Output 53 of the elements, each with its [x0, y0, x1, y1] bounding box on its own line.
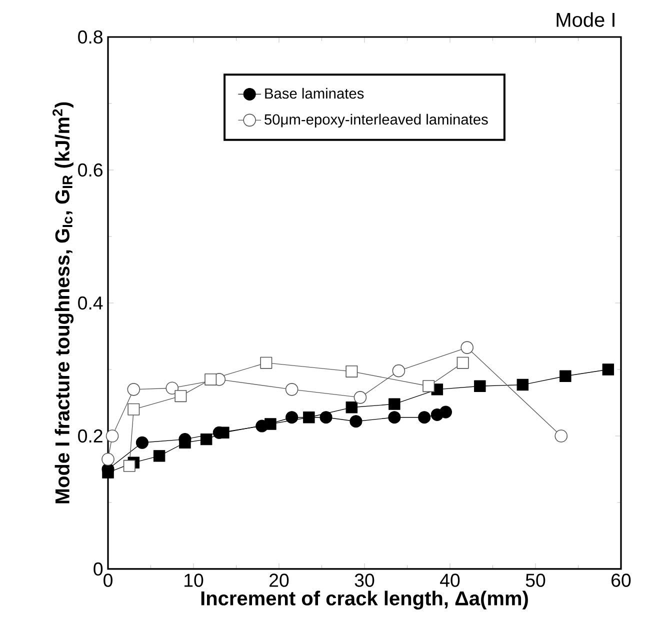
point [285, 383, 298, 396]
point [286, 411, 298, 424]
point [346, 402, 358, 414]
x-tick-label: 20 [270, 574, 289, 587]
point [179, 436, 191, 449]
point [127, 383, 140, 396]
point [128, 403, 140, 416]
x-tick-label: 40 [440, 574, 460, 587]
y-tick-label: 0.2 [78, 429, 102, 443]
point [102, 466, 114, 478]
point [516, 378, 529, 391]
point [106, 430, 119, 442]
point [474, 380, 486, 392]
y-tick-label: 0 [94, 562, 103, 576]
point [303, 411, 315, 424]
x-tick-label: 30 [354, 574, 374, 587]
point [392, 364, 406, 378]
point [422, 380, 435, 392]
point [102, 452, 114, 466]
point [218, 426, 230, 439]
x-tick-label: 50 [526, 574, 546, 587]
x-tick-label: 10 [184, 574, 204, 587]
point [354, 391, 367, 404]
point [204, 373, 217, 386]
point [136, 436, 148, 449]
point [264, 418, 276, 430]
point [153, 450, 166, 462]
point [388, 398, 400, 410]
y-tick-label: 0.4 [78, 296, 103, 310]
point [200, 433, 212, 446]
legend-label: Base laminates [265, 88, 364, 99]
point [602, 364, 614, 376]
point [460, 341, 474, 354]
x-tick-label: 0 [104, 574, 112, 587]
point [123, 460, 136, 472]
point [166, 382, 179, 395]
x-tick-label: 60 [612, 574, 631, 587]
point [320, 411, 332, 424]
point [260, 356, 272, 369]
y-tick-label: 0.6 [78, 163, 102, 177]
point [418, 411, 431, 424]
point [174, 390, 187, 402]
y-tick-label: 0.8 [78, 30, 102, 44]
legend-label: 50μm-epoxy-interleaved laminates [264, 114, 488, 128]
y-axis-title: Mode I fracture toughness, G$_{Ic}$, G$_{IR}$ (kJ/m$^{2}$) [52, 102, 74, 504]
point [350, 415, 362, 428]
point [388, 411, 401, 424]
x-axis-title: Increment of crack length, Δa(mm) [201, 590, 528, 610]
point [439, 406, 452, 418]
chart-title: Mode I [556, 12, 614, 27]
point [560, 370, 572, 382]
point [456, 356, 469, 369]
point [554, 430, 568, 442]
